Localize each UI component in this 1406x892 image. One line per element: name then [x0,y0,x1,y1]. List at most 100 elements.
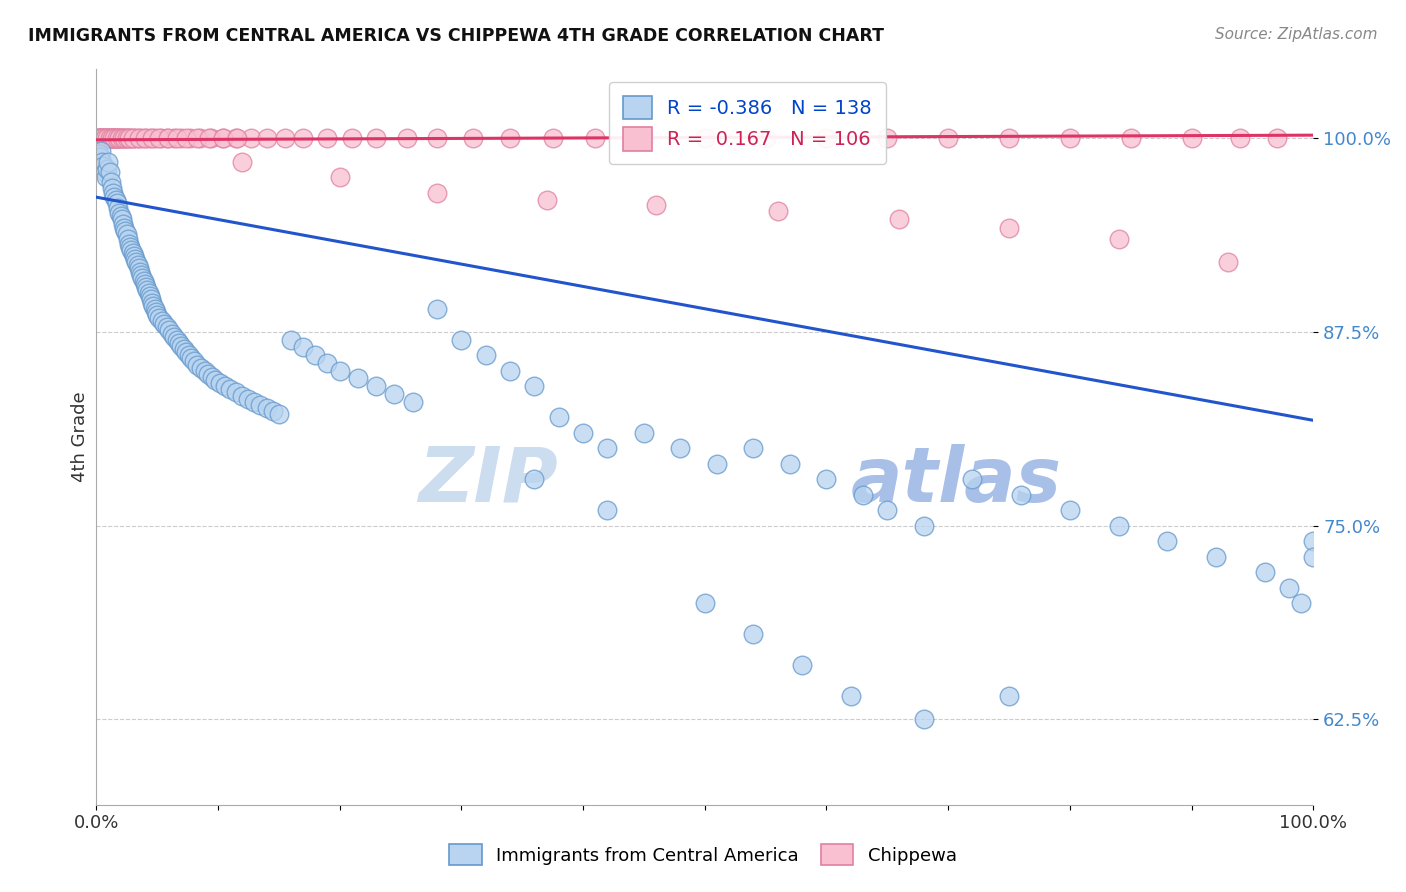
Point [174,345,197,359]
Point [596,441,619,455]
Point [111,217,134,231]
Legend: R = -0.386   N = 138, R =  0.167   N = 106: R = -0.386 N = 138, R = 0.167 N = 106 [609,82,886,164]
Point [167,335,190,350]
Point [401,394,423,409]
Legend: Immigrants from Central America, Chippewa: Immigrants from Central America, Chippew… [440,835,966,874]
Point [200,131,222,145]
Point [91,154,114,169]
Point [97,154,120,169]
Point [329,169,352,184]
Point [103,131,125,145]
Point [125,131,148,145]
Point [790,658,813,673]
Point [1205,549,1227,564]
Point [89,131,111,145]
Point [117,232,139,246]
Point [912,518,935,533]
Point [1059,131,1081,145]
Point [180,351,202,366]
Point [148,131,170,145]
Point [645,198,668,212]
Point [93,165,115,179]
Point [89,131,111,145]
Point [231,388,253,402]
Point [174,131,197,145]
Point [103,186,125,200]
Point [163,329,186,343]
Point [876,131,898,145]
Point [89,150,111,164]
Point [108,131,131,145]
Point [94,169,117,184]
Point [138,289,160,303]
Point [160,326,183,341]
Point [347,371,370,385]
Point [177,348,200,362]
Point [198,131,221,145]
Point [936,131,959,145]
Point [143,301,166,316]
Point [86,131,108,145]
Point [249,398,271,412]
Point [998,689,1021,703]
Point [93,131,115,145]
Point [108,131,131,145]
Point [98,131,121,145]
Point [117,131,139,145]
Point [214,379,236,393]
Point [1216,255,1239,269]
Point [142,299,165,313]
Point [499,364,522,378]
Point [112,221,135,235]
Point [118,131,141,145]
Point [139,293,162,307]
Point [523,472,546,486]
Point [122,249,145,263]
Y-axis label: 4th Grade: 4th Grade [72,392,89,482]
Point [596,503,619,517]
Point [633,425,655,440]
Point [541,131,564,145]
Point [256,401,278,415]
Point [96,131,118,145]
Point [204,373,226,387]
Point [1229,131,1251,145]
Point [143,131,166,145]
Point [121,246,143,260]
Point [121,243,143,257]
Point [450,333,472,347]
Point [87,131,110,145]
Point [1302,534,1324,549]
Point [382,387,405,401]
Point [149,131,172,145]
Point [103,131,125,145]
Point [706,457,728,471]
Point [129,264,152,278]
Point [94,131,117,145]
Point [131,270,153,285]
Point [96,162,118,177]
Point [97,131,120,145]
Point [132,274,155,288]
Point [1253,565,1275,579]
Point [90,144,112,158]
Point [395,131,418,145]
Point [1265,131,1288,145]
Point [145,305,167,319]
Point [121,131,143,145]
Point [105,131,128,145]
Point [742,441,765,455]
Point [156,131,179,145]
Point [536,193,558,207]
Point [329,364,352,378]
Point [173,342,195,356]
Point [91,131,114,145]
Point [225,131,247,145]
Point [912,713,935,727]
Point [186,131,208,145]
Point [146,308,169,322]
Point [280,333,302,347]
Point [1289,596,1312,610]
Point [111,211,134,226]
Point [93,159,115,173]
